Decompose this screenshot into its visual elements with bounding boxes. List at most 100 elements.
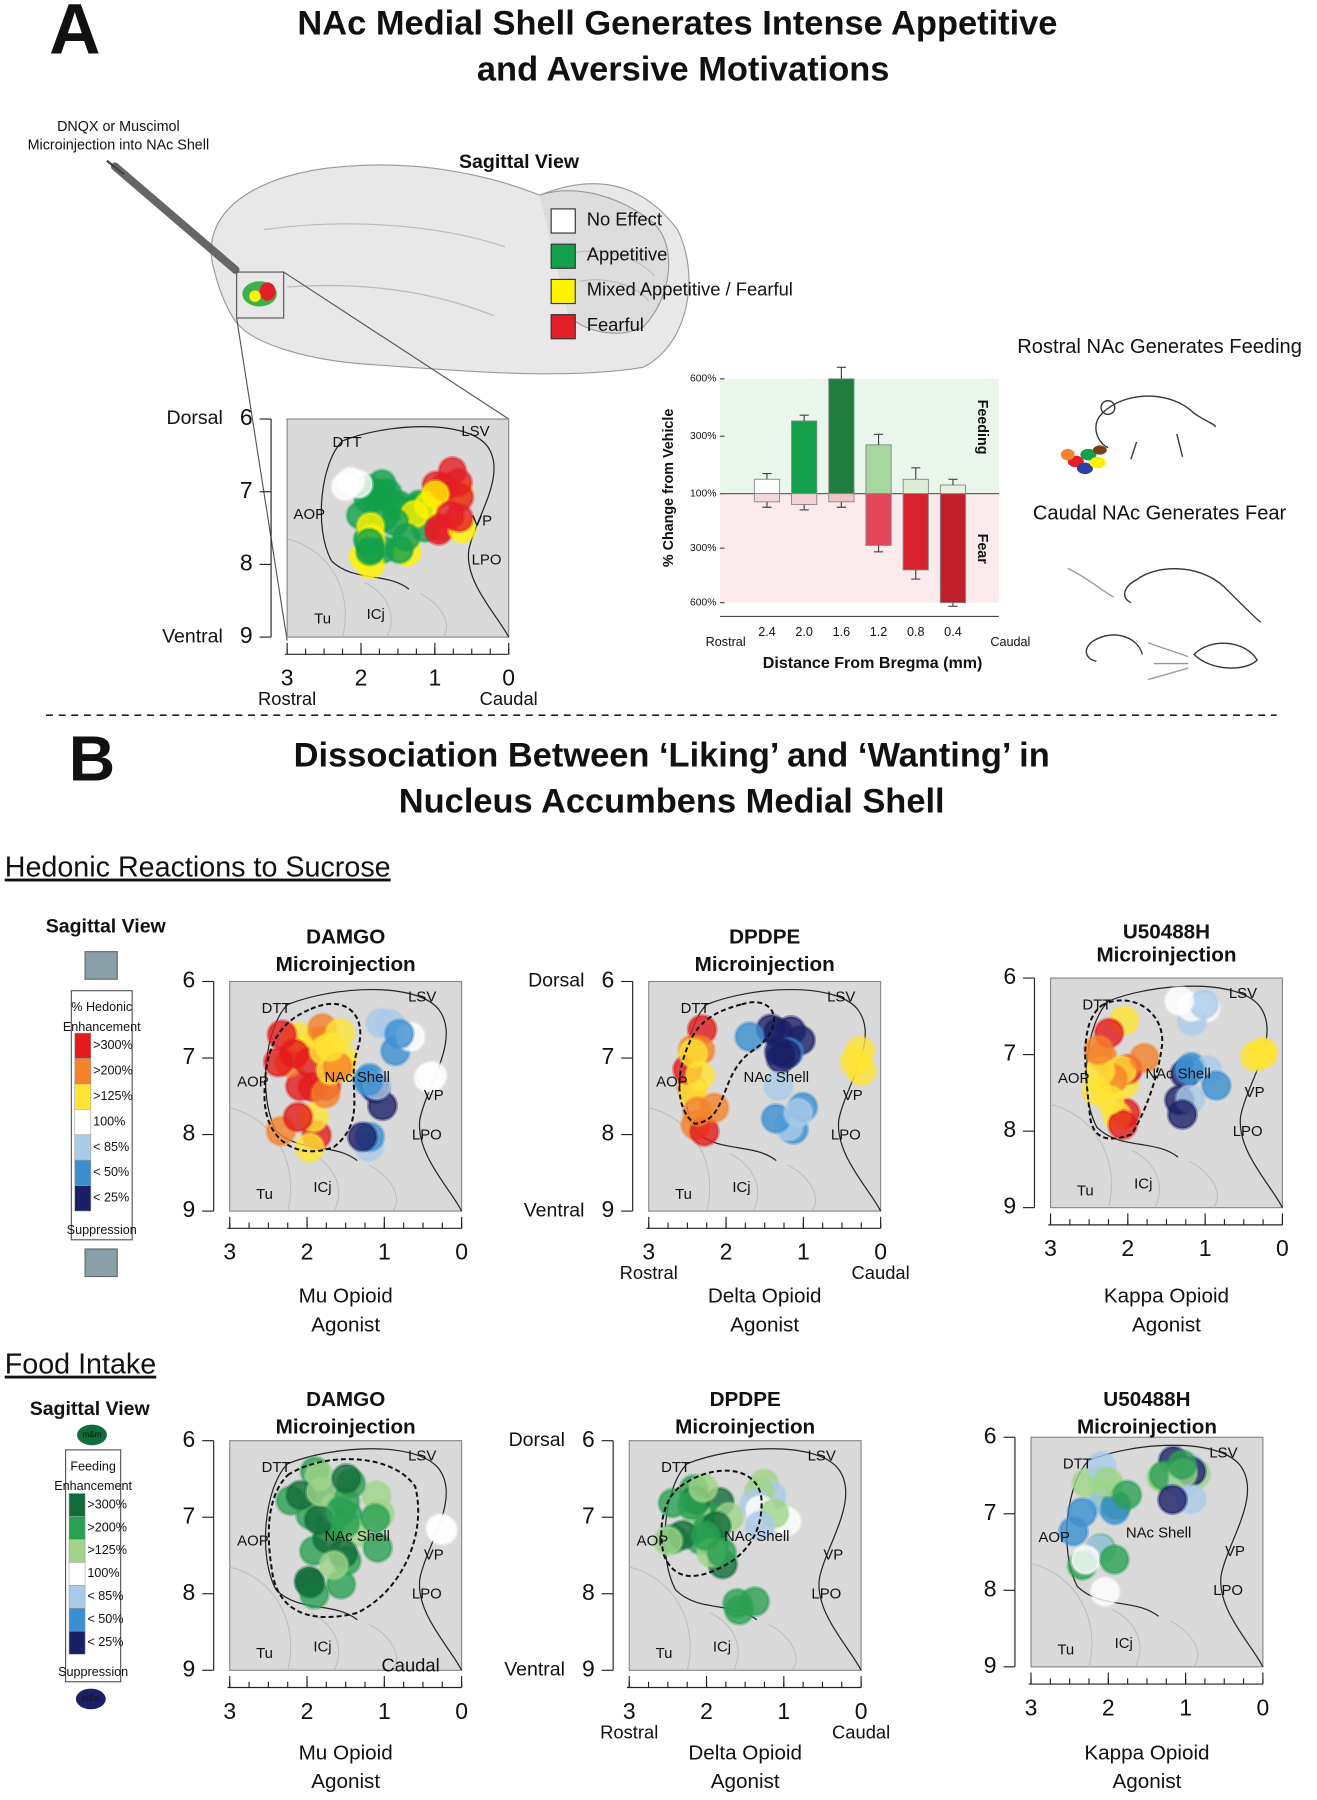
x-tick-label: 2 [355,665,368,691]
x-tick-label: 3 [1044,1235,1057,1261]
side-label: Ventral [162,625,223,647]
x-tick-label: 2 [301,1698,314,1724]
faint-structure [649,1108,816,1211]
title-line: Nucleus Accumbens Medial Shell [399,783,945,821]
y-tick-label: 9 [984,1652,997,1678]
site-dot [318,1549,350,1581]
site-dot [733,1021,766,1053]
x-tick-label: 3 [623,1698,636,1724]
legend-title: Enhancement [54,1479,132,1493]
agonist-label: Mu Opioid [299,1285,393,1308]
legend-label: < 50% [93,1165,129,1179]
y-tick-label: 8 [582,1579,595,1605]
region-label: DTT [681,1000,710,1017]
legend-footer: Suppression [58,1665,128,1679]
site-dot [412,1062,445,1094]
candy-label: m&m [81,1694,100,1703]
x-axis-title: Distance From Bregma (mm) [763,654,983,672]
region-label: LSV [461,423,489,440]
x-tick-label: 0 [502,665,515,691]
x-tick-label: 1 [1199,1235,1212,1261]
legend-label: < 85% [93,1140,129,1154]
region-label: ICj [732,1179,750,1196]
y-tick-label: 9 [183,1196,196,1222]
region-label: DTT [262,1000,291,1017]
bar [939,484,967,495]
site-dot [1200,1069,1233,1102]
region-label: ICj [313,1179,331,1196]
panel-letter: B [69,722,115,794]
x-tick-label: 3 [223,1698,236,1724]
region-label: LSV [808,1448,836,1465]
bar [828,493,855,503]
site-dot [1111,1479,1143,1511]
x-tick-label: 1 [428,665,441,691]
site-dot [839,1046,871,1078]
map-anatomy [1031,1445,1263,1667]
region-label: DTT [1082,997,1111,1014]
site-dot [359,1502,391,1534]
legend-swatch [74,1083,92,1110]
y-tick-label: 6 [183,967,196,993]
site-dot [1163,985,1195,1017]
legend-label: >300% [93,1038,133,1052]
site-dot [379,506,410,537]
map-background [628,1440,862,1671]
site-dot [294,1567,326,1599]
x-tick-label: 1 [777,1698,790,1724]
legend-label: >200% [93,1064,133,1078]
site-dot [1066,1496,1098,1529]
candy-label: m&m [83,1430,102,1439]
view-label: Sagittal View [459,151,580,173]
shell-outline [679,1002,774,1124]
panel-letter: A [49,0,100,69]
site-dot [1128,1042,1160,1074]
drug-title: DPDPE [729,925,800,948]
x-tick-label: 0 [455,1698,468,1724]
y-tick-label: 6 [183,1426,196,1452]
faint-structure [629,1567,796,1670]
site-dot [1094,1084,1126,1116]
x-tick-label: 1.6 [833,625,851,639]
x-tick-label: 3 [281,665,294,691]
region-label: ICj [367,606,385,623]
legend-swatch [74,1159,92,1186]
legend-swatch [74,1134,92,1161]
site-dot [424,1512,457,1545]
region-label: NAc Shell [1126,1525,1191,1542]
x-tick-label: 1 [797,1239,810,1265]
error-bar [948,602,958,607]
region-label: LPO [412,1126,442,1143]
legend-label: 100% [93,1114,125,1128]
site-dot [324,1017,356,1049]
bar [902,478,929,495]
site-dot [294,1131,326,1164]
legend-swatch [68,1608,86,1632]
side-label: Rostral [258,688,316,709]
series-label: Fear [974,534,990,565]
region-label: VP [424,1087,444,1104]
y-axis-title: % Change from Vehicle [661,409,677,567]
site-dot [282,1101,314,1133]
shell-outline [661,1471,761,1576]
region-label: LSV [1229,985,1257,1002]
region-label: VP [843,1087,863,1104]
region-label: ICj [1134,1176,1152,1193]
region-label: NAc Shell [744,1069,809,1086]
y-tick-label: 6 [1003,963,1016,989]
region-label: LSV [408,989,436,1006]
drug-title: Microinjection [276,1416,416,1439]
region-label: AOP [656,1073,688,1090]
drug-title: U50488H [1123,921,1210,944]
map-anatomy [230,1449,462,1671]
x-tick-label: 2 [720,1239,733,1265]
title-line: NAc Medial Shell Generates Intense Appet… [297,4,1057,42]
site-dot [1070,1544,1102,1576]
drug-title: DAMGO [306,1388,385,1411]
x-tick-label: 2 [301,1239,314,1265]
x-tick-label: 1 [378,1698,391,1724]
shell-group [265,1004,361,1151]
face-icon [84,951,118,980]
region-label: LPO [412,1585,442,1602]
